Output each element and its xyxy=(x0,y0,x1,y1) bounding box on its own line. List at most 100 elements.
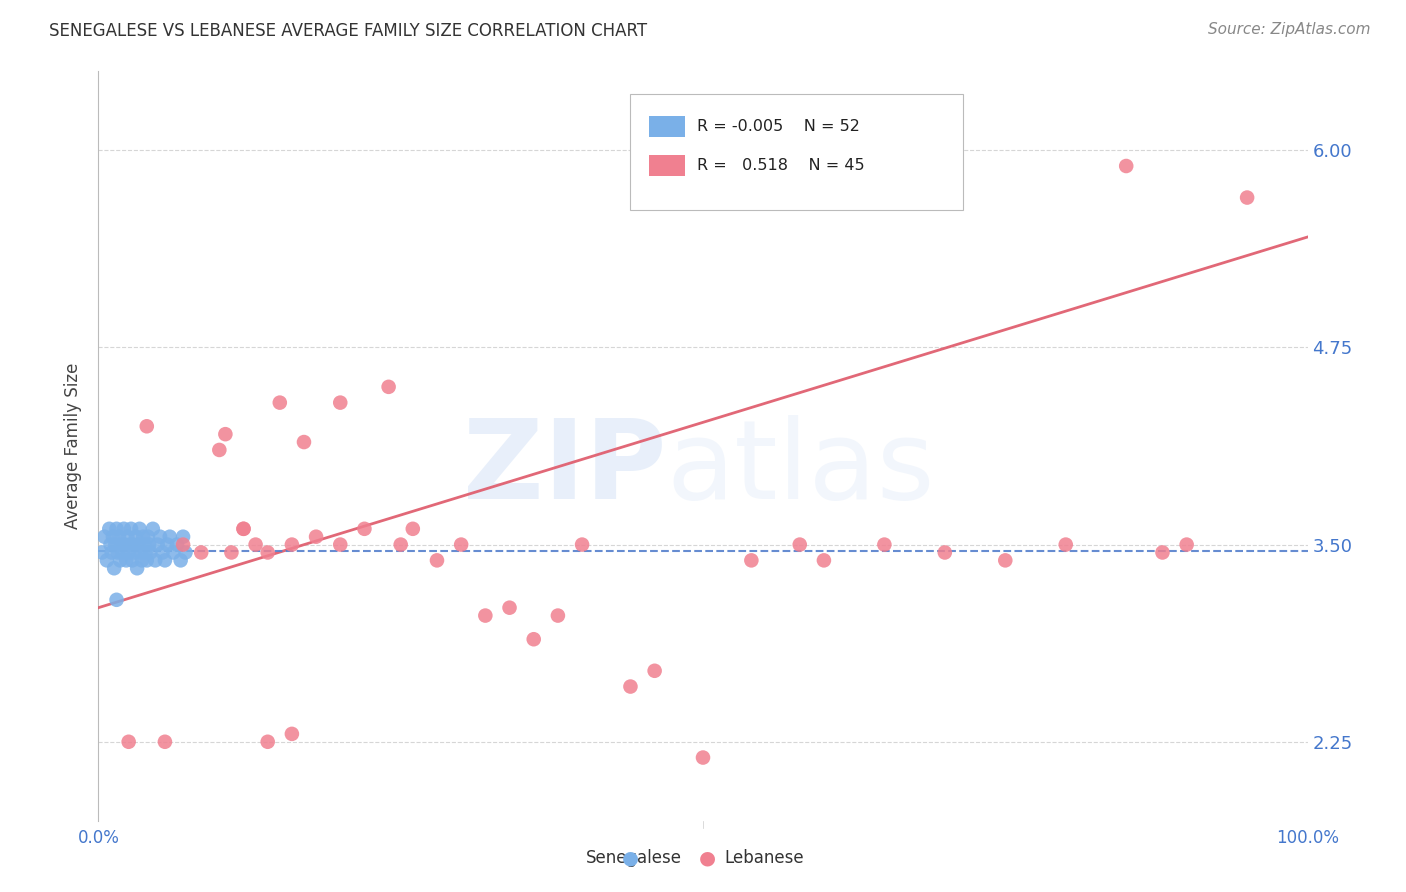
Point xyxy=(377,380,399,394)
Point xyxy=(1115,159,1137,173)
Point xyxy=(96,553,118,567)
Point xyxy=(571,538,593,552)
Point xyxy=(1054,538,1077,552)
Point xyxy=(208,442,231,457)
Point xyxy=(136,530,159,544)
Point xyxy=(256,545,278,559)
Point xyxy=(740,553,762,567)
Point xyxy=(269,395,291,409)
Point xyxy=(162,545,184,559)
Point xyxy=(789,538,811,552)
Point xyxy=(127,561,149,575)
Point xyxy=(107,545,129,559)
Point xyxy=(134,538,156,552)
Point xyxy=(523,632,546,647)
Point xyxy=(111,545,134,559)
Point xyxy=(118,538,141,552)
Point xyxy=(498,600,520,615)
Point xyxy=(692,750,714,764)
Point xyxy=(389,538,412,552)
Point xyxy=(128,522,150,536)
Point xyxy=(1152,545,1174,559)
Point xyxy=(118,735,141,749)
Point xyxy=(108,553,131,567)
Point xyxy=(813,553,835,567)
Point xyxy=(98,522,121,536)
Point xyxy=(108,530,131,544)
Point xyxy=(135,545,157,559)
Text: ●: ● xyxy=(699,848,716,868)
Point xyxy=(122,538,145,552)
Point xyxy=(281,727,304,741)
Point xyxy=(104,538,127,552)
Point xyxy=(149,530,172,544)
Text: Lebanese: Lebanese xyxy=(724,849,804,867)
Point xyxy=(153,735,176,749)
Point xyxy=(474,608,496,623)
Point xyxy=(121,553,143,567)
Point xyxy=(353,522,375,536)
Text: Senegalese: Senegalese xyxy=(586,849,682,867)
Text: Source: ZipAtlas.com: Source: ZipAtlas.com xyxy=(1208,22,1371,37)
Point xyxy=(292,435,315,450)
Point xyxy=(329,538,352,552)
Point xyxy=(110,538,132,552)
Point xyxy=(103,561,125,575)
Point xyxy=(156,538,179,552)
Point xyxy=(245,538,267,552)
Point xyxy=(124,545,146,559)
FancyBboxPatch shape xyxy=(630,94,963,210)
Point xyxy=(172,538,194,552)
Point xyxy=(101,530,124,544)
Point xyxy=(402,522,425,536)
Text: ZIP: ZIP xyxy=(464,415,666,522)
Point xyxy=(105,592,128,607)
Point xyxy=(127,538,149,552)
FancyBboxPatch shape xyxy=(648,155,685,177)
Point xyxy=(232,522,254,536)
Point xyxy=(100,538,122,552)
Point xyxy=(91,545,114,559)
Point xyxy=(873,538,896,552)
Point xyxy=(100,545,122,559)
Point xyxy=(159,530,181,544)
Point xyxy=(232,522,254,536)
Text: ●: ● xyxy=(621,848,638,868)
Text: R =   0.518    N = 45: R = 0.518 N = 45 xyxy=(697,158,865,173)
Point xyxy=(644,664,666,678)
Point xyxy=(120,522,142,536)
Point xyxy=(93,530,115,544)
Point xyxy=(152,545,174,559)
Point xyxy=(135,419,157,434)
Point xyxy=(934,545,956,559)
Point xyxy=(281,538,304,552)
Point xyxy=(426,553,449,567)
Point xyxy=(139,545,162,559)
Point xyxy=(305,530,328,544)
Point xyxy=(1236,190,1258,204)
Point xyxy=(105,522,128,536)
Point xyxy=(117,530,139,544)
Point xyxy=(221,545,243,559)
Point xyxy=(214,427,236,442)
Point xyxy=(118,545,141,559)
Text: 100.0%: 100.0% xyxy=(1277,829,1339,847)
Point xyxy=(142,522,165,536)
Point xyxy=(125,530,148,544)
Point xyxy=(146,538,169,552)
Point xyxy=(450,538,472,552)
Point xyxy=(1175,538,1198,552)
Text: atlas: atlas xyxy=(666,415,935,522)
Point xyxy=(190,545,212,559)
Point xyxy=(172,530,194,544)
Point xyxy=(143,553,166,567)
Point xyxy=(114,538,136,552)
Point xyxy=(131,553,153,567)
Point xyxy=(169,553,191,567)
Text: R = -0.005    N = 52: R = -0.005 N = 52 xyxy=(697,119,860,134)
Point xyxy=(174,545,197,559)
Point xyxy=(166,538,188,552)
Point xyxy=(329,395,352,409)
Text: SENEGALESE VS LEBANESE AVERAGE FAMILY SIZE CORRELATION CHART: SENEGALESE VS LEBANESE AVERAGE FAMILY SI… xyxy=(49,22,647,40)
Point xyxy=(619,680,641,694)
